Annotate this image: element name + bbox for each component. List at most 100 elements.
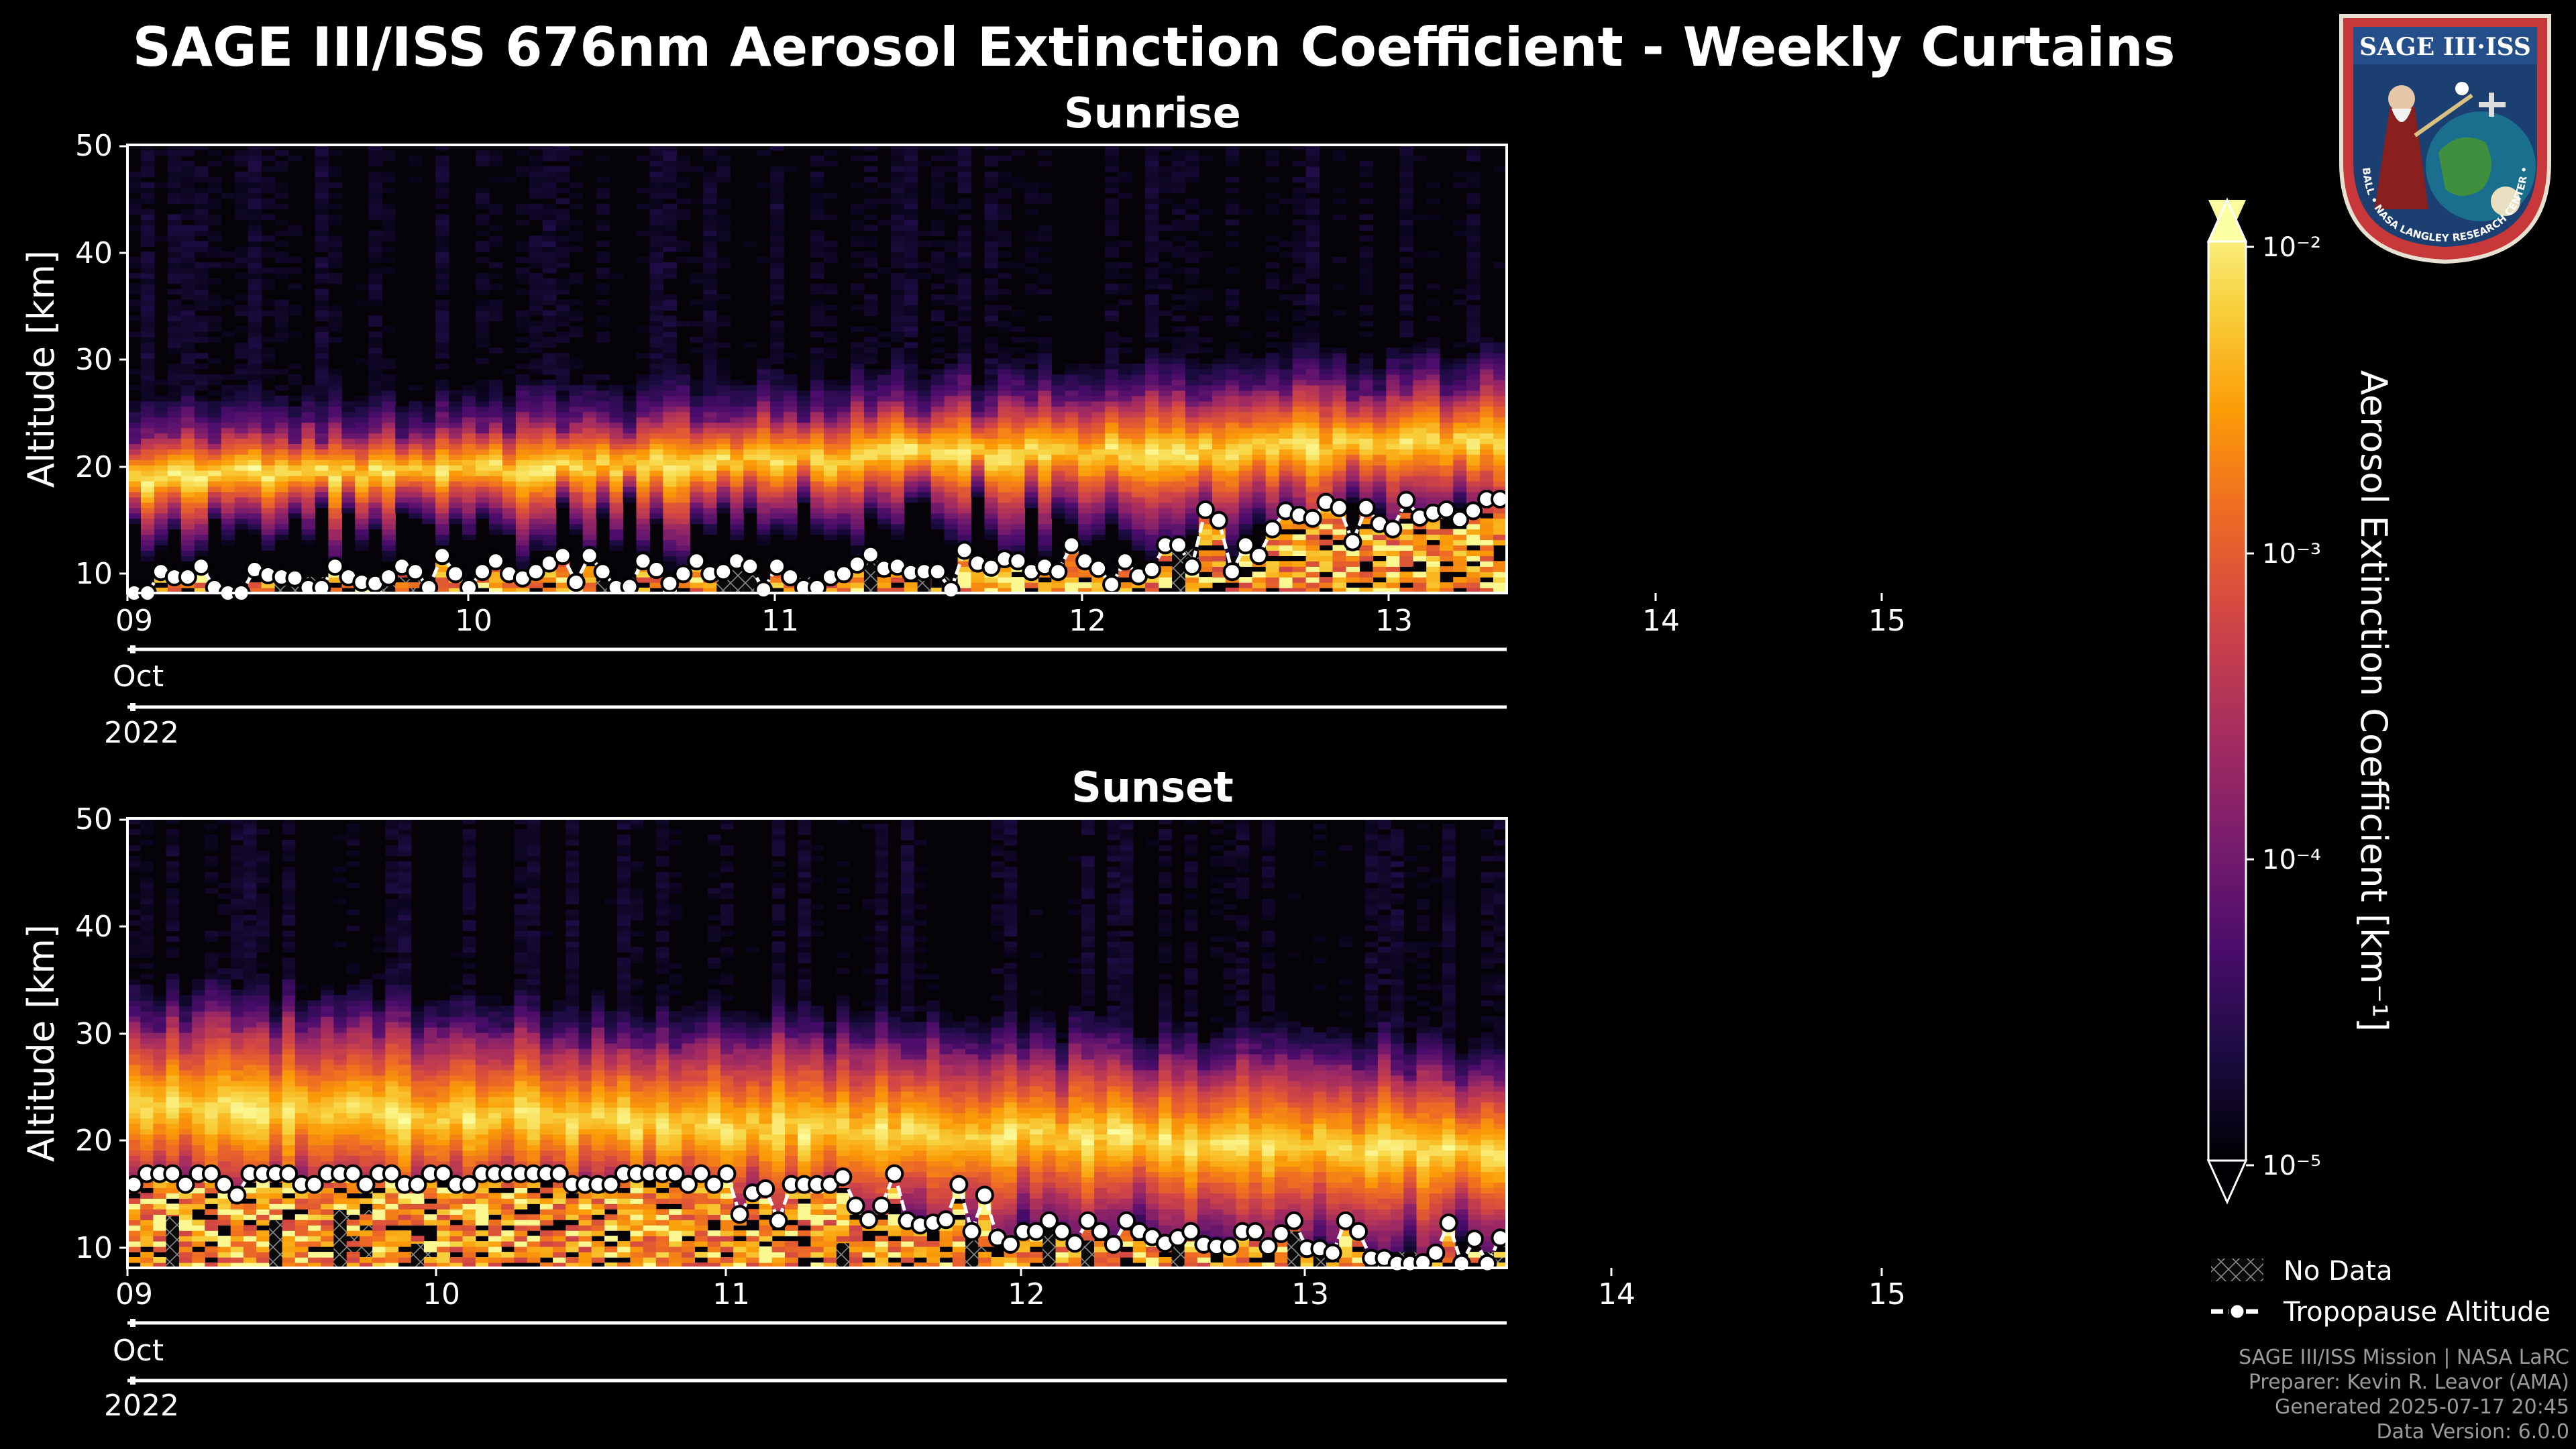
extinction-cell	[676, 534, 690, 541]
extinction-cell	[623, 454, 637, 460]
extinction-cell	[1305, 384, 1320, 391]
extinction-cell	[716, 384, 731, 391]
extinction-cell	[542, 145, 557, 151]
extinction-cell	[917, 470, 932, 476]
extinction-cell	[730, 411, 744, 418]
extinction-cell	[221, 427, 235, 434]
extinction-cell	[141, 470, 155, 476]
extinction-cell	[1024, 257, 1038, 263]
extinction-cell	[167, 310, 182, 317]
extinction-cell	[1038, 288, 1052, 295]
extinction-cell	[221, 529, 235, 535]
extinction-cell	[1305, 305, 1320, 311]
extinction-cell	[1225, 384, 1240, 391]
extinction-cell	[542, 369, 557, 375]
extinction-cell	[1172, 443, 1186, 449]
extinction-cell	[984, 267, 999, 274]
extinction-cell	[221, 443, 235, 449]
extinction-cell	[1118, 454, 1132, 460]
extinction-cell	[1065, 566, 1079, 572]
extinction-cell	[1038, 369, 1052, 375]
extinction-cell	[476, 449, 490, 455]
extinction-cell	[703, 203, 717, 210]
extinction-cell	[676, 390, 690, 396]
extinction-cell	[1198, 491, 1213, 498]
extinction-cell	[930, 460, 945, 466]
extinction-cell	[663, 331, 677, 337]
extinction-cell	[1024, 476, 1038, 482]
extinction-cell	[890, 326, 905, 332]
extinction-cell	[877, 411, 892, 418]
extinction-cell	[1292, 272, 1307, 279]
extinction-cell	[1038, 160, 1052, 167]
extinction-cell	[1305, 262, 1320, 268]
extinction-cell	[515, 523, 530, 530]
extinction-cell	[542, 299, 557, 306]
extinction-cell	[1065, 417, 1079, 423]
extinction-cell	[663, 496, 677, 503]
extinction-cell	[180, 502, 195, 508]
extinction-cell	[998, 353, 1012, 359]
extinction-cell	[716, 507, 731, 514]
extinction-cell	[850, 364, 865, 370]
extinction-cell	[810, 369, 824, 375]
extinction-cell	[1359, 283, 1373, 290]
extinction-cell	[582, 454, 597, 460]
extinction-cell	[1359, 198, 1373, 205]
extinction-cell	[998, 582, 1012, 588]
extinction-cell	[409, 491, 423, 498]
extinction-cell	[288, 283, 303, 290]
extinction-cell	[837, 529, 851, 535]
extinction-cell	[1346, 454, 1360, 460]
extinction-cell	[596, 337, 610, 343]
extinction-cell	[1279, 395, 1293, 402]
extinction-cell	[743, 486, 757, 492]
extinction-cell	[1198, 395, 1213, 402]
extinction-cell	[703, 150, 717, 156]
extinction-cell	[435, 353, 449, 359]
extinction-cell	[180, 321, 195, 327]
extinction-cell	[529, 513, 543, 519]
extinction-cell	[609, 529, 624, 535]
extinction-cell	[784, 400, 798, 407]
extinction-cell	[274, 321, 289, 327]
extinction-cell	[703, 267, 717, 274]
extinction-cell	[1145, 272, 1159, 279]
extinction-cell	[542, 460, 557, 466]
extinction-cell	[730, 395, 744, 402]
extinction-cell	[1359, 235, 1373, 241]
extinction-cell	[1172, 364, 1186, 370]
extinction-cell	[435, 262, 449, 268]
extinction-cell	[904, 427, 918, 434]
extinction-cell	[743, 449, 757, 455]
extinction-cell	[770, 438, 784, 444]
extinction-cell	[1159, 358, 1173, 364]
extinction-cell	[1265, 566, 1280, 572]
extinction-cell	[355, 491, 369, 498]
extinction-cell	[569, 395, 584, 402]
extinction-cell	[1145, 395, 1159, 402]
extinction-cell	[274, 305, 289, 311]
extinction-cell	[1132, 486, 1146, 492]
extinction-cell	[167, 150, 182, 156]
extinction-cell	[582, 486, 597, 492]
extinction-cell	[703, 384, 717, 391]
extinction-cell	[1252, 577, 1267, 583]
extinction-cell	[221, 465, 235, 471]
extinction-cell	[810, 379, 824, 386]
extinction-cell	[998, 529, 1012, 535]
extinction-cell	[315, 193, 329, 199]
extinction-cell	[649, 209, 664, 215]
extinction-cell	[167, 171, 182, 178]
extinction-cell	[542, 529, 557, 535]
extinction-cell	[1265, 507, 1280, 514]
extinction-cell	[703, 491, 717, 498]
extinction-cell	[1279, 476, 1293, 482]
extinction-cell	[368, 176, 382, 183]
extinction-cell	[770, 342, 784, 348]
extinction-cell	[529, 171, 543, 178]
extinction-cell	[1011, 443, 1025, 449]
extinction-cell	[167, 321, 182, 327]
extinction-cell	[435, 491, 449, 498]
extinction-cell	[167, 486, 182, 492]
